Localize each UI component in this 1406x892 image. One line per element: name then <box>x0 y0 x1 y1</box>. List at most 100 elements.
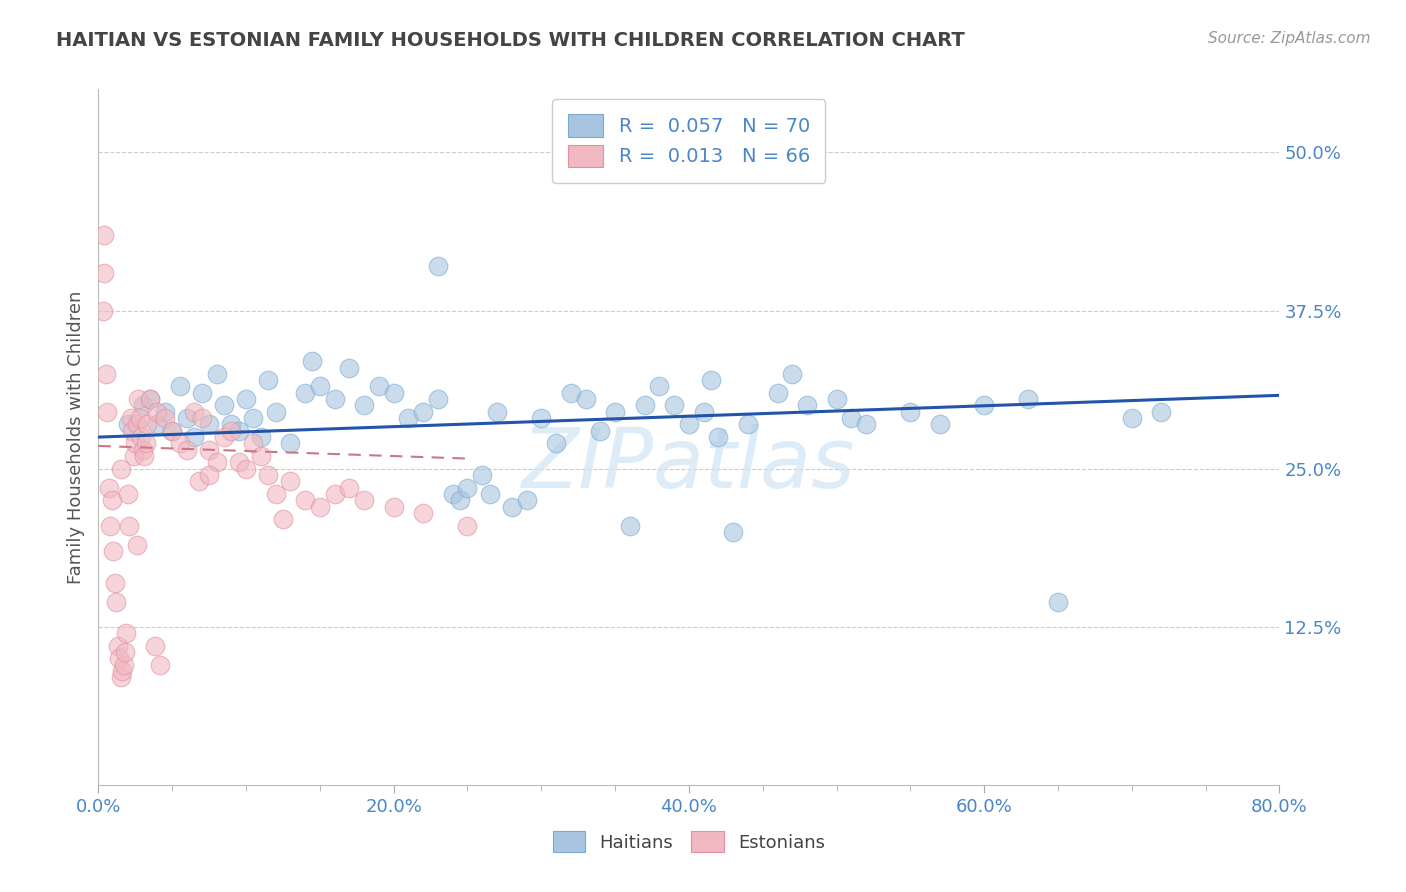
Point <box>162 424 183 438</box>
Point <box>146 417 169 432</box>
Point <box>129 430 152 444</box>
Point <box>339 481 361 495</box>
Point <box>121 424 143 438</box>
Point <box>105 594 128 608</box>
Point <box>96 405 118 419</box>
Point <box>176 442 198 457</box>
Point <box>634 399 657 413</box>
Point <box>441 487 464 501</box>
Point <box>1121 411 1143 425</box>
Point <box>1018 392 1040 406</box>
Point <box>235 461 257 475</box>
Point <box>530 411 553 425</box>
Point <box>664 399 686 413</box>
Point <box>271 512 294 526</box>
Point <box>478 487 501 501</box>
Text: HAITIAN VS ESTONIAN FAMILY HOUSEHOLDS WITH CHILDREN CORRELATION CHART: HAITIAN VS ESTONIAN FAMILY HOUSEHOLDS WI… <box>56 31 965 50</box>
Point <box>146 405 169 419</box>
Point <box>323 487 346 501</box>
Point <box>221 417 243 432</box>
Point <box>228 455 250 469</box>
Point <box>825 392 848 406</box>
Point <box>91 303 114 318</box>
Point <box>412 405 434 419</box>
Point <box>242 411 264 425</box>
Point <box>191 411 214 425</box>
Point <box>1150 405 1173 419</box>
Text: ZIPatlas: ZIPatlas <box>522 425 856 506</box>
Point <box>94 367 117 381</box>
Point <box>111 664 134 678</box>
Point <box>250 430 273 444</box>
Point <box>353 399 375 413</box>
Point <box>198 417 221 432</box>
Point <box>427 392 450 406</box>
Point <box>280 475 302 489</box>
Point <box>242 436 264 450</box>
Point <box>457 518 479 533</box>
Point <box>221 424 243 438</box>
Point <box>929 417 952 432</box>
Point <box>136 417 159 432</box>
Point <box>323 392 346 406</box>
Point <box>264 405 287 419</box>
Point <box>382 385 405 400</box>
Point <box>191 385 214 400</box>
Point <box>855 417 877 432</box>
Point <box>187 475 209 489</box>
Point <box>471 468 494 483</box>
Text: Source: ZipAtlas.com: Source: ZipAtlas.com <box>1208 31 1371 46</box>
Point <box>110 670 132 684</box>
Point <box>973 399 995 413</box>
Point <box>294 385 316 400</box>
Point <box>132 399 155 413</box>
Point <box>294 493 316 508</box>
Point <box>782 367 804 381</box>
Point <box>127 392 149 406</box>
Point <box>412 506 434 520</box>
Point <box>122 449 145 463</box>
Point <box>104 575 127 590</box>
Point <box>309 500 332 514</box>
Point <box>449 493 471 508</box>
Point <box>235 392 257 406</box>
Point <box>264 487 287 501</box>
Point <box>368 379 391 393</box>
Point <box>143 639 166 653</box>
Point <box>457 481 479 495</box>
Point <box>139 392 162 406</box>
Point <box>309 379 332 393</box>
Point <box>120 411 142 425</box>
Point <box>176 411 198 425</box>
Point <box>153 405 176 419</box>
Point <box>619 518 641 533</box>
Point <box>128 411 150 425</box>
Point <box>700 373 723 387</box>
Point <box>501 500 523 514</box>
Point <box>796 399 818 413</box>
Point <box>93 266 115 280</box>
Point <box>124 436 146 450</box>
Point <box>125 417 148 432</box>
Point <box>605 405 627 419</box>
Point <box>212 430 235 444</box>
Point <box>546 436 568 450</box>
Point <box>353 493 375 508</box>
Point <box>257 373 280 387</box>
Point <box>118 518 141 533</box>
Point <box>139 392 162 406</box>
Point <box>257 468 280 483</box>
Point <box>103 544 125 558</box>
Point <box>486 405 509 419</box>
Point <box>516 493 538 508</box>
Point <box>169 436 191 450</box>
Point <box>100 493 122 508</box>
Legend: Haitians, Estonians: Haitians, Estonians <box>546 824 832 859</box>
Point <box>107 639 129 653</box>
Point <box>108 651 131 665</box>
Point <box>134 449 156 463</box>
Point <box>114 645 136 659</box>
Point <box>183 430 205 444</box>
Point <box>723 524 745 539</box>
Point <box>1047 594 1070 608</box>
